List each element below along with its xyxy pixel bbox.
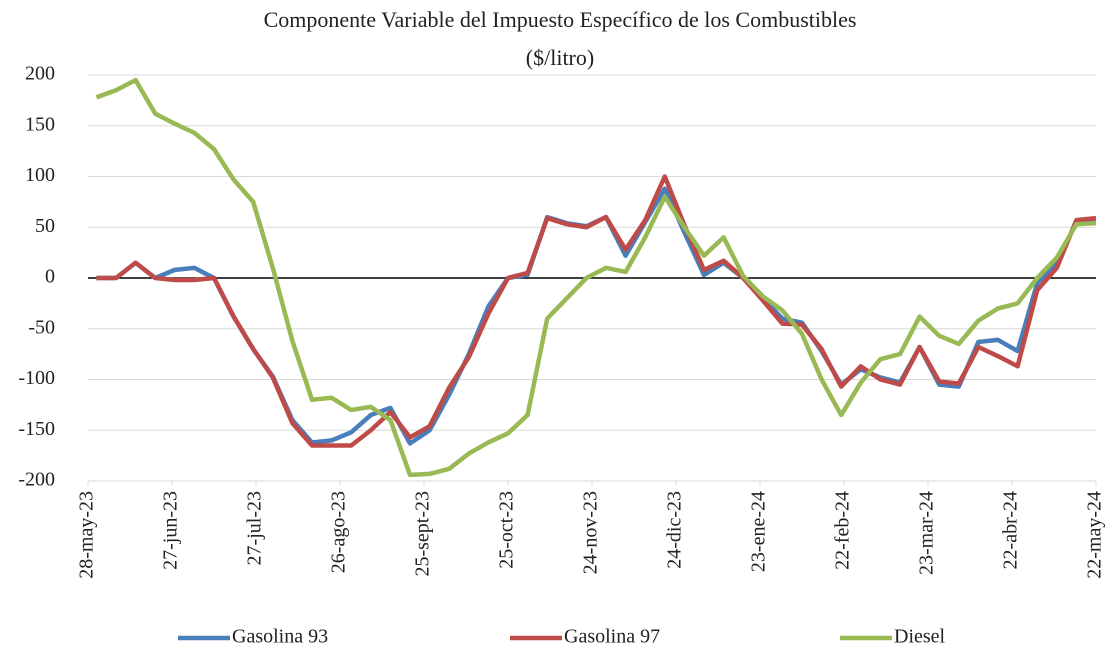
y-tick-label: -50 (28, 316, 55, 338)
x-tick-label: 23-ene-24 (748, 491, 770, 572)
x-tick-label: 25-sept-23 (412, 491, 434, 577)
x-tick-label: 27-jun-23 (160, 491, 182, 570)
line-series (96, 174, 1097, 448)
legend-label: Gasolina 93 (232, 626, 328, 648)
y-tick-label: 0 (45, 266, 55, 288)
x-tick-label: 24-dic-23 (664, 491, 686, 569)
y-tick-label: -200 (18, 469, 55, 491)
x-tick-label: 24-nov-23 (580, 491, 602, 574)
x-tick-label: 28-may-23 (76, 491, 98, 579)
x-tick-label: 22-feb-24 (832, 491, 854, 570)
y-tick-label: 150 (25, 113, 55, 135)
x-tick-label: 25-oct-23 (496, 491, 518, 569)
legend-label: Diesel (894, 626, 946, 648)
y-tick-label: -100 (18, 367, 55, 389)
x-tick-label: 22-abr-24 (1000, 491, 1022, 569)
chart-subtitle: ($/litro) (526, 45, 594, 70)
y-tick-label: -150 (18, 418, 55, 440)
y-tick-label: 200 (25, 63, 55, 85)
chart-title: Componente Variable del Impuesto Específ… (264, 7, 857, 32)
legend-label: Gasolina 97 (564, 626, 660, 648)
x-tick-label: 23-mar-24 (916, 491, 938, 575)
line-series (95, 77, 1097, 478)
x-tick-label: 27-jul-23 (244, 491, 266, 565)
x-tick-label: 22-may-24 (1084, 491, 1106, 579)
y-tick-label: 50 (35, 215, 55, 237)
y-tick-label: 100 (25, 164, 55, 186)
x-tick-label: 26-ago-23 (328, 491, 350, 573)
